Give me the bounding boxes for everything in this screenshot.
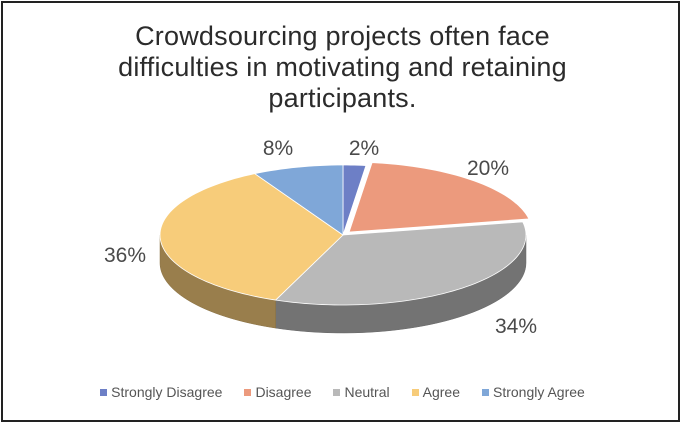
pie-slice-strongly-disagree [342,164,367,236]
pie-chart: 2% 20% 34% 36% 8% [104,137,537,338]
legend-label: Strongly Disagree [111,384,223,400]
chart-frame: Crowdsourcing projects often face diffic… [1,1,680,422]
data-label-disagree: 20% [467,157,509,180]
legend-item-disagree: Disagree [244,384,311,400]
data-label-neutral: 34% [495,315,537,338]
legend-swatch [100,388,108,396]
legend-label: Disagree [255,384,312,400]
chart-title: Crowdsourcing projects often face diffic… [3,21,682,114]
legend-swatch [481,388,489,396]
legend-item-neutral: Neutral [333,384,390,400]
legend-label: Strongly Agree [492,384,585,400]
chart-legend: Strongly Disagree Disagree Neutral Agree Str… [3,384,682,400]
legend-label: Neutral [344,384,390,400]
legend-swatch [411,388,419,396]
chart-title-line-1: Crowdsourcing projects often face [135,21,550,51]
pie-slice-disagree [348,162,530,233]
pie-slice-strongly-agree [253,164,344,236]
legend-swatch [333,388,341,396]
legend-item-strongly-disagree: Strongly Disagree [100,384,222,400]
data-label-strongly-disagree: 2% [349,137,379,160]
data-label-strongly-agree: 8% [263,137,293,160]
chart-title-line-2: difficulties in motivating and retaining [118,52,567,82]
pie-slice-neutral [274,221,527,306]
data-label-agree: 36% [104,244,146,267]
legend-item-agree: Agree [411,384,460,400]
legend-swatch [244,388,252,396]
pie-slice-agree [159,173,344,301]
legend-item-strongly-agree: Strongly Agree [481,384,585,400]
legend-label: Agree [422,384,460,400]
chart-title-line-3: participants. [268,83,417,113]
